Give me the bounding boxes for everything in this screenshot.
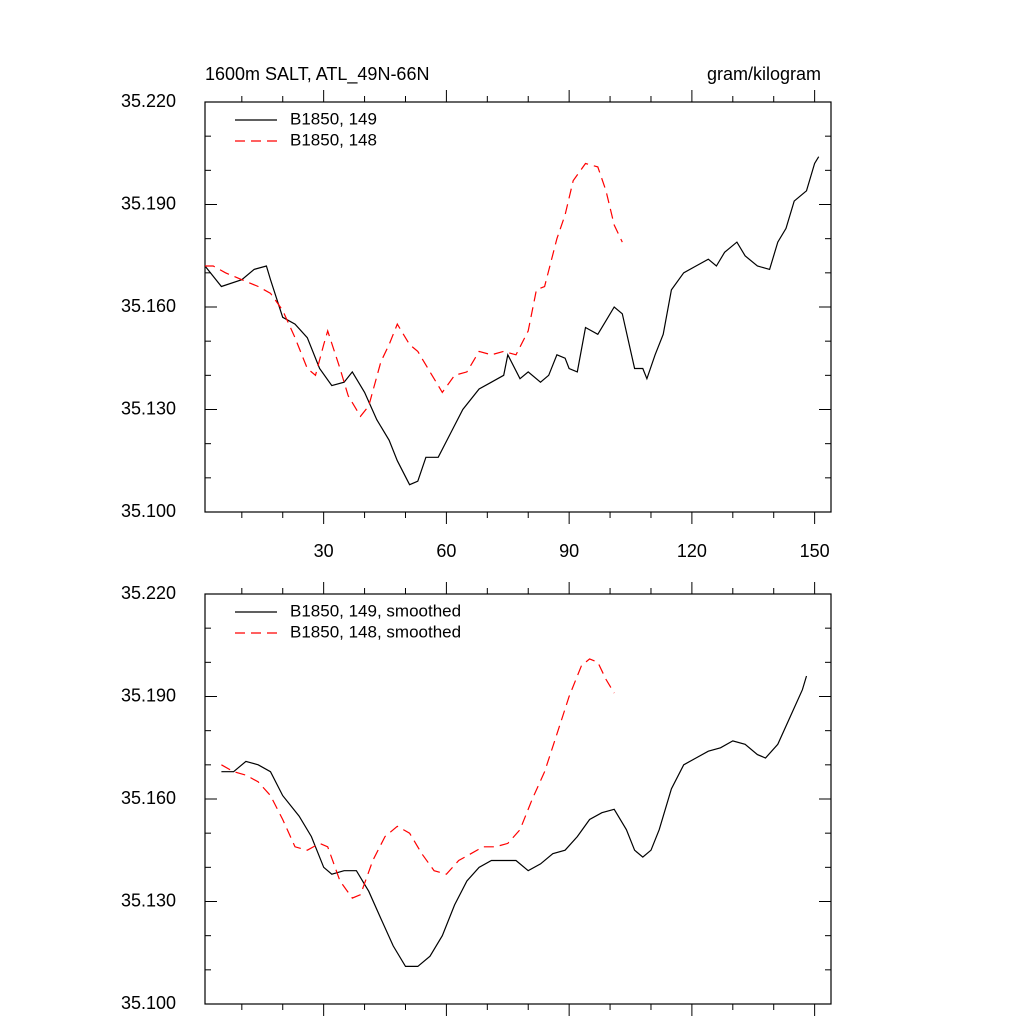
y-tick-label: 35.100 (121, 993, 176, 1013)
y-tick-label: 35.160 (121, 788, 176, 808)
x-tick-label: 120 (677, 541, 707, 561)
x-tick-label: 30 (314, 541, 334, 561)
y-tick-label: 35.220 (121, 91, 176, 111)
series-line (221, 658, 615, 899)
legend-label: B1850, 148, smoothed (290, 622, 461, 641)
series-line (204, 156, 820, 486)
y-tick-label: 35.130 (121, 890, 176, 910)
y-tick-label: 35.160 (121, 296, 176, 316)
legend-label: B1850, 149 (290, 109, 377, 128)
units-label: gram/kilogram (707, 64, 821, 84)
y-tick-label: 35.100 (121, 501, 176, 521)
x-tick-label: 90 (559, 541, 579, 561)
chart-title: 1600m SALT, ATL_49N-66N (205, 64, 429, 85)
y-tick-label: 35.190 (121, 685, 176, 705)
series-line (221, 675, 808, 967)
y-tick-label: 35.220 (121, 583, 176, 603)
plot-frame (204, 101, 832, 513)
series-line (205, 162, 623, 418)
x-tick-label: 60 (436, 541, 456, 561)
plot-frame (204, 593, 832, 1005)
legend-label: B1850, 149, smoothed (290, 601, 461, 620)
y-tick-label: 35.190 (121, 193, 176, 213)
x-tick-label: 150 (800, 541, 830, 561)
y-tick-label: 35.130 (121, 398, 176, 418)
legend-label: B1850, 148 (290, 130, 377, 149)
